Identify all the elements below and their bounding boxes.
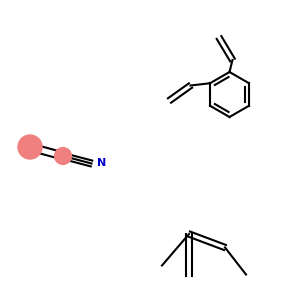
Circle shape (18, 135, 42, 159)
Text: N: N (97, 158, 106, 169)
Circle shape (55, 148, 71, 164)
